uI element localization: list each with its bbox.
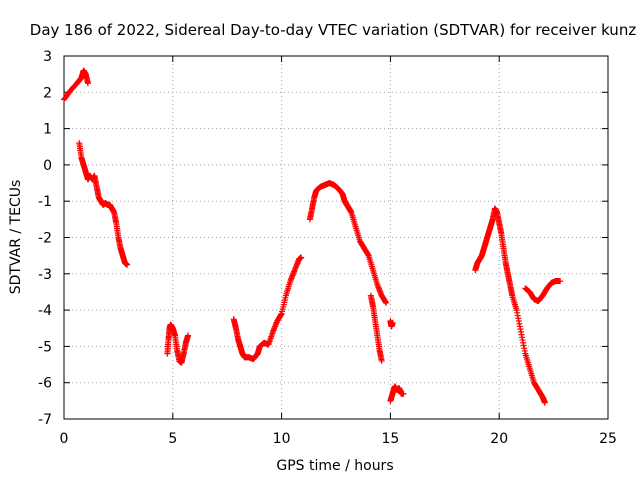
data-point <box>124 261 131 268</box>
y-tick-label: -1 <box>38 194 52 210</box>
y-tick-label: 0 <box>43 158 52 174</box>
data-point <box>400 390 407 397</box>
data-points <box>61 67 564 406</box>
x-tick-label: 15 <box>381 431 399 447</box>
data-point <box>557 278 564 285</box>
y-tick-label: 2 <box>43 85 52 101</box>
data-point <box>389 319 396 326</box>
x-tick-label: 10 <box>273 431 291 447</box>
y-tick-label: -6 <box>38 376 52 392</box>
chart-title: Day 186 of 2022, Sidereal Day-to-day VTE… <box>30 21 637 39</box>
x-axis-ticks: 0 5 10 15 20 25 <box>60 56 617 447</box>
x-tick-label: 0 <box>60 431 69 447</box>
y-tick-label: -2 <box>38 231 52 247</box>
y-tick-label: -7 <box>38 412 52 428</box>
data-point <box>298 254 305 261</box>
data-point <box>84 80 91 87</box>
x-axis-label: GPS time / hours <box>276 458 393 474</box>
data-point <box>541 399 548 406</box>
data-point <box>383 299 390 306</box>
x-tick-label: 25 <box>599 431 617 447</box>
x-tick-label: 20 <box>490 431 508 447</box>
y-axis-label: SDTVAR / TECUs <box>8 180 24 295</box>
data-point <box>378 357 385 364</box>
x-tick-label: 5 <box>168 431 177 447</box>
y-tick-label: 1 <box>43 122 52 138</box>
data-point <box>185 332 192 339</box>
y-tick-label: -4 <box>38 303 52 319</box>
grid-lines <box>64 56 608 419</box>
y-axis-ticks: -7 -6 -5 -4 -3 -2 -1 0 1 2 3 <box>38 49 608 428</box>
y-tick-label: -3 <box>38 267 52 283</box>
y-tick-label: 3 <box>43 49 52 65</box>
y-tick-label: -5 <box>38 339 52 355</box>
